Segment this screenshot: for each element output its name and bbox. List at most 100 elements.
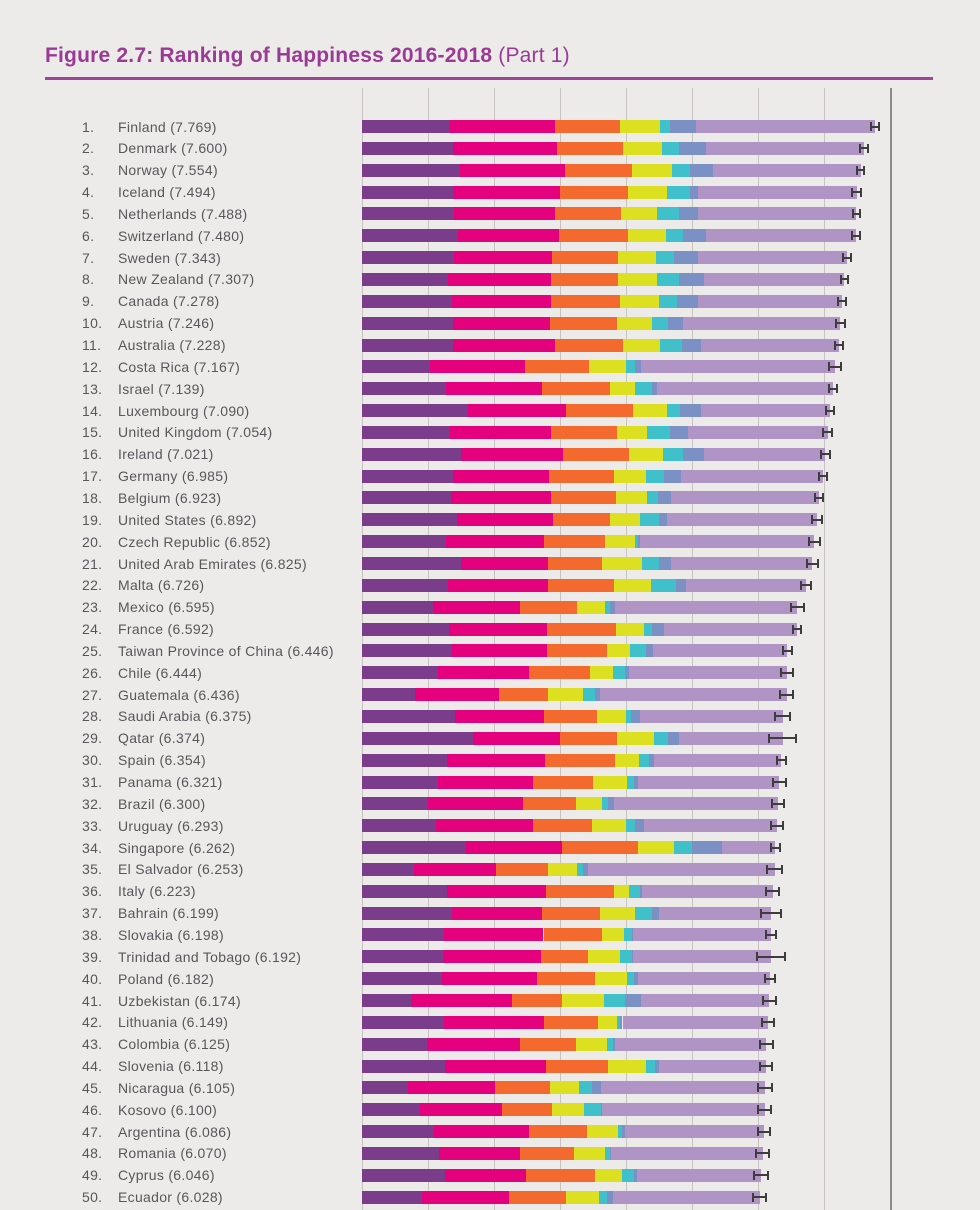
row-label: Ecuador (6.028) (118, 1189, 223, 1206)
ci-whisker-cap-right (822, 493, 825, 503)
row-label: Chile (6.444) (118, 664, 203, 681)
row-rank: 8. (82, 271, 95, 288)
happiness-bar (362, 666, 788, 680)
happiness-bar (362, 294, 843, 308)
bar-segment-magenta (452, 644, 547, 658)
bar-segment-light-lavender (610, 1146, 763, 1160)
bar-segment-teal (583, 688, 595, 702)
bar-segment-magenta (445, 1059, 546, 1073)
bar-segment-orange (543, 928, 602, 942)
bar-segment-lime-yellow (632, 404, 668, 418)
bar-segment-dark-purple (362, 862, 415, 876)
bar-segment-dark-purple (362, 731, 474, 745)
bar-segment-orange (551, 425, 618, 439)
bar-segment-dark-purple (362, 1103, 421, 1117)
bar-segment-light-lavender (641, 360, 836, 374)
row-rank: 33. (82, 817, 103, 834)
ci-whisker-cap-left (780, 668, 783, 678)
bar-segment-teal (641, 557, 659, 570)
row-rank: 26. (82, 664, 103, 681)
bar-segment-teal (656, 251, 674, 265)
bar-segment-dark-purple (362, 294, 453, 308)
bar-segment-orange (501, 1103, 552, 1117)
bar-segment-dark-purple (362, 928, 445, 942)
ci-whisker-cap-right (778, 843, 781, 853)
happiness-bar (362, 272, 845, 286)
bar-segment-magenta (453, 251, 552, 265)
ci-whisker-cap-right (765, 1192, 768, 1202)
bar-segment-light-lavender (698, 251, 847, 265)
happiness-bar (362, 753, 782, 767)
bar-segment-dark-purple (362, 447, 461, 461)
bar-segment-magenta (420, 1103, 502, 1117)
ci-whisker-line (825, 409, 835, 412)
ci-whisker-cap-left (756, 1083, 759, 1093)
row-label: Czech Republic (6.852) (118, 533, 271, 550)
bar-segment-magenta (456, 513, 553, 527)
bar-segment-lime-yellow (586, 1125, 618, 1139)
ci-whisker-cap-right (877, 122, 880, 131)
ci-whisker-cap-left (760, 908, 763, 918)
row-label: Spain (6.354) (118, 752, 206, 769)
row-label: Ireland (7.021) (118, 446, 214, 463)
bar-segment-orange (536, 972, 595, 986)
bar-segment-orange (546, 622, 616, 636)
ci-whisker-cap-left (813, 493, 816, 503)
happiness-bar (362, 578, 806, 592)
row-rank: 46. (82, 1101, 103, 1118)
bar-segment-orange (520, 1037, 576, 1051)
row-label: United Arab Emirates (6.825) (118, 555, 307, 572)
bar-segment-magenta (445, 535, 544, 549)
ci-whisker-line (776, 759, 786, 762)
row-label: Canada (7.278) (118, 293, 220, 310)
bar-segment-magenta (452, 294, 552, 308)
ci-whisker-cap-left (792, 624, 795, 634)
bar-segment-teal (646, 469, 664, 483)
bar-segment-dark-purple (362, 316, 453, 330)
row-rank: 1. (82, 118, 95, 135)
bar-segment-dark-purple (362, 709, 455, 723)
happiness-bar (362, 185, 857, 199)
bar-segment-lime-yellow (606, 644, 631, 658)
bar-segment-light-lavender (636, 1168, 762, 1182)
bar-segment-light-lavender (683, 316, 841, 330)
bar-segment-lime-yellow (615, 491, 648, 505)
bar-segment-dark-purple (362, 1037, 427, 1051)
bar-segment-magenta (443, 950, 541, 964)
ci-whisker-cap-left (763, 974, 766, 984)
bar-segment-orange (523, 797, 577, 811)
happiness-bar (362, 513, 817, 527)
happiness-bar (362, 1146, 763, 1160)
bar-segment-periwinkle-blue (655, 1059, 659, 1073)
row-rank: 38. (82, 926, 103, 943)
ci-whisker-line (840, 278, 848, 281)
happiness-bar (362, 600, 798, 614)
bar-segment-periwinkle-blue (625, 666, 630, 680)
bar-segment-lime-yellow (620, 207, 658, 221)
ci-whisker-line (757, 1130, 770, 1133)
bar-segment-magenta (407, 1081, 496, 1095)
bar-segment-orange (550, 316, 618, 330)
row-label: Poland (6.182) (118, 970, 215, 987)
ci-whisker-cap-right (818, 537, 821, 547)
bar-segment-orange (544, 709, 597, 723)
ci-whisker-cap-left (771, 777, 774, 787)
ci-whisker-line (821, 453, 830, 456)
bar-segment-dark-purple (362, 272, 448, 286)
row-label: Taiwan Province of China (6.446) (118, 642, 334, 659)
bar-segment-magenta (452, 338, 555, 352)
bar-segment-teal (617, 1125, 623, 1139)
bar-segment-magenta (451, 491, 551, 505)
bar-segment-lime-yellow (551, 1103, 584, 1117)
bar-segment-periwinkle-blue (632, 950, 634, 964)
bar-segment-teal (647, 491, 658, 505)
bar-segment-orange (508, 1190, 567, 1204)
happiness-bar (362, 972, 770, 986)
bar-segment-magenta (445, 1168, 527, 1182)
row-label: Slovakia (6.198) (118, 926, 224, 943)
bar-segment-orange (528, 666, 590, 680)
bar-segment-lime-yellow (627, 229, 666, 243)
bar-segment-teal (644, 622, 652, 636)
ci-whisker-cap-left (768, 733, 771, 743)
bar-segment-orange (525, 360, 589, 374)
